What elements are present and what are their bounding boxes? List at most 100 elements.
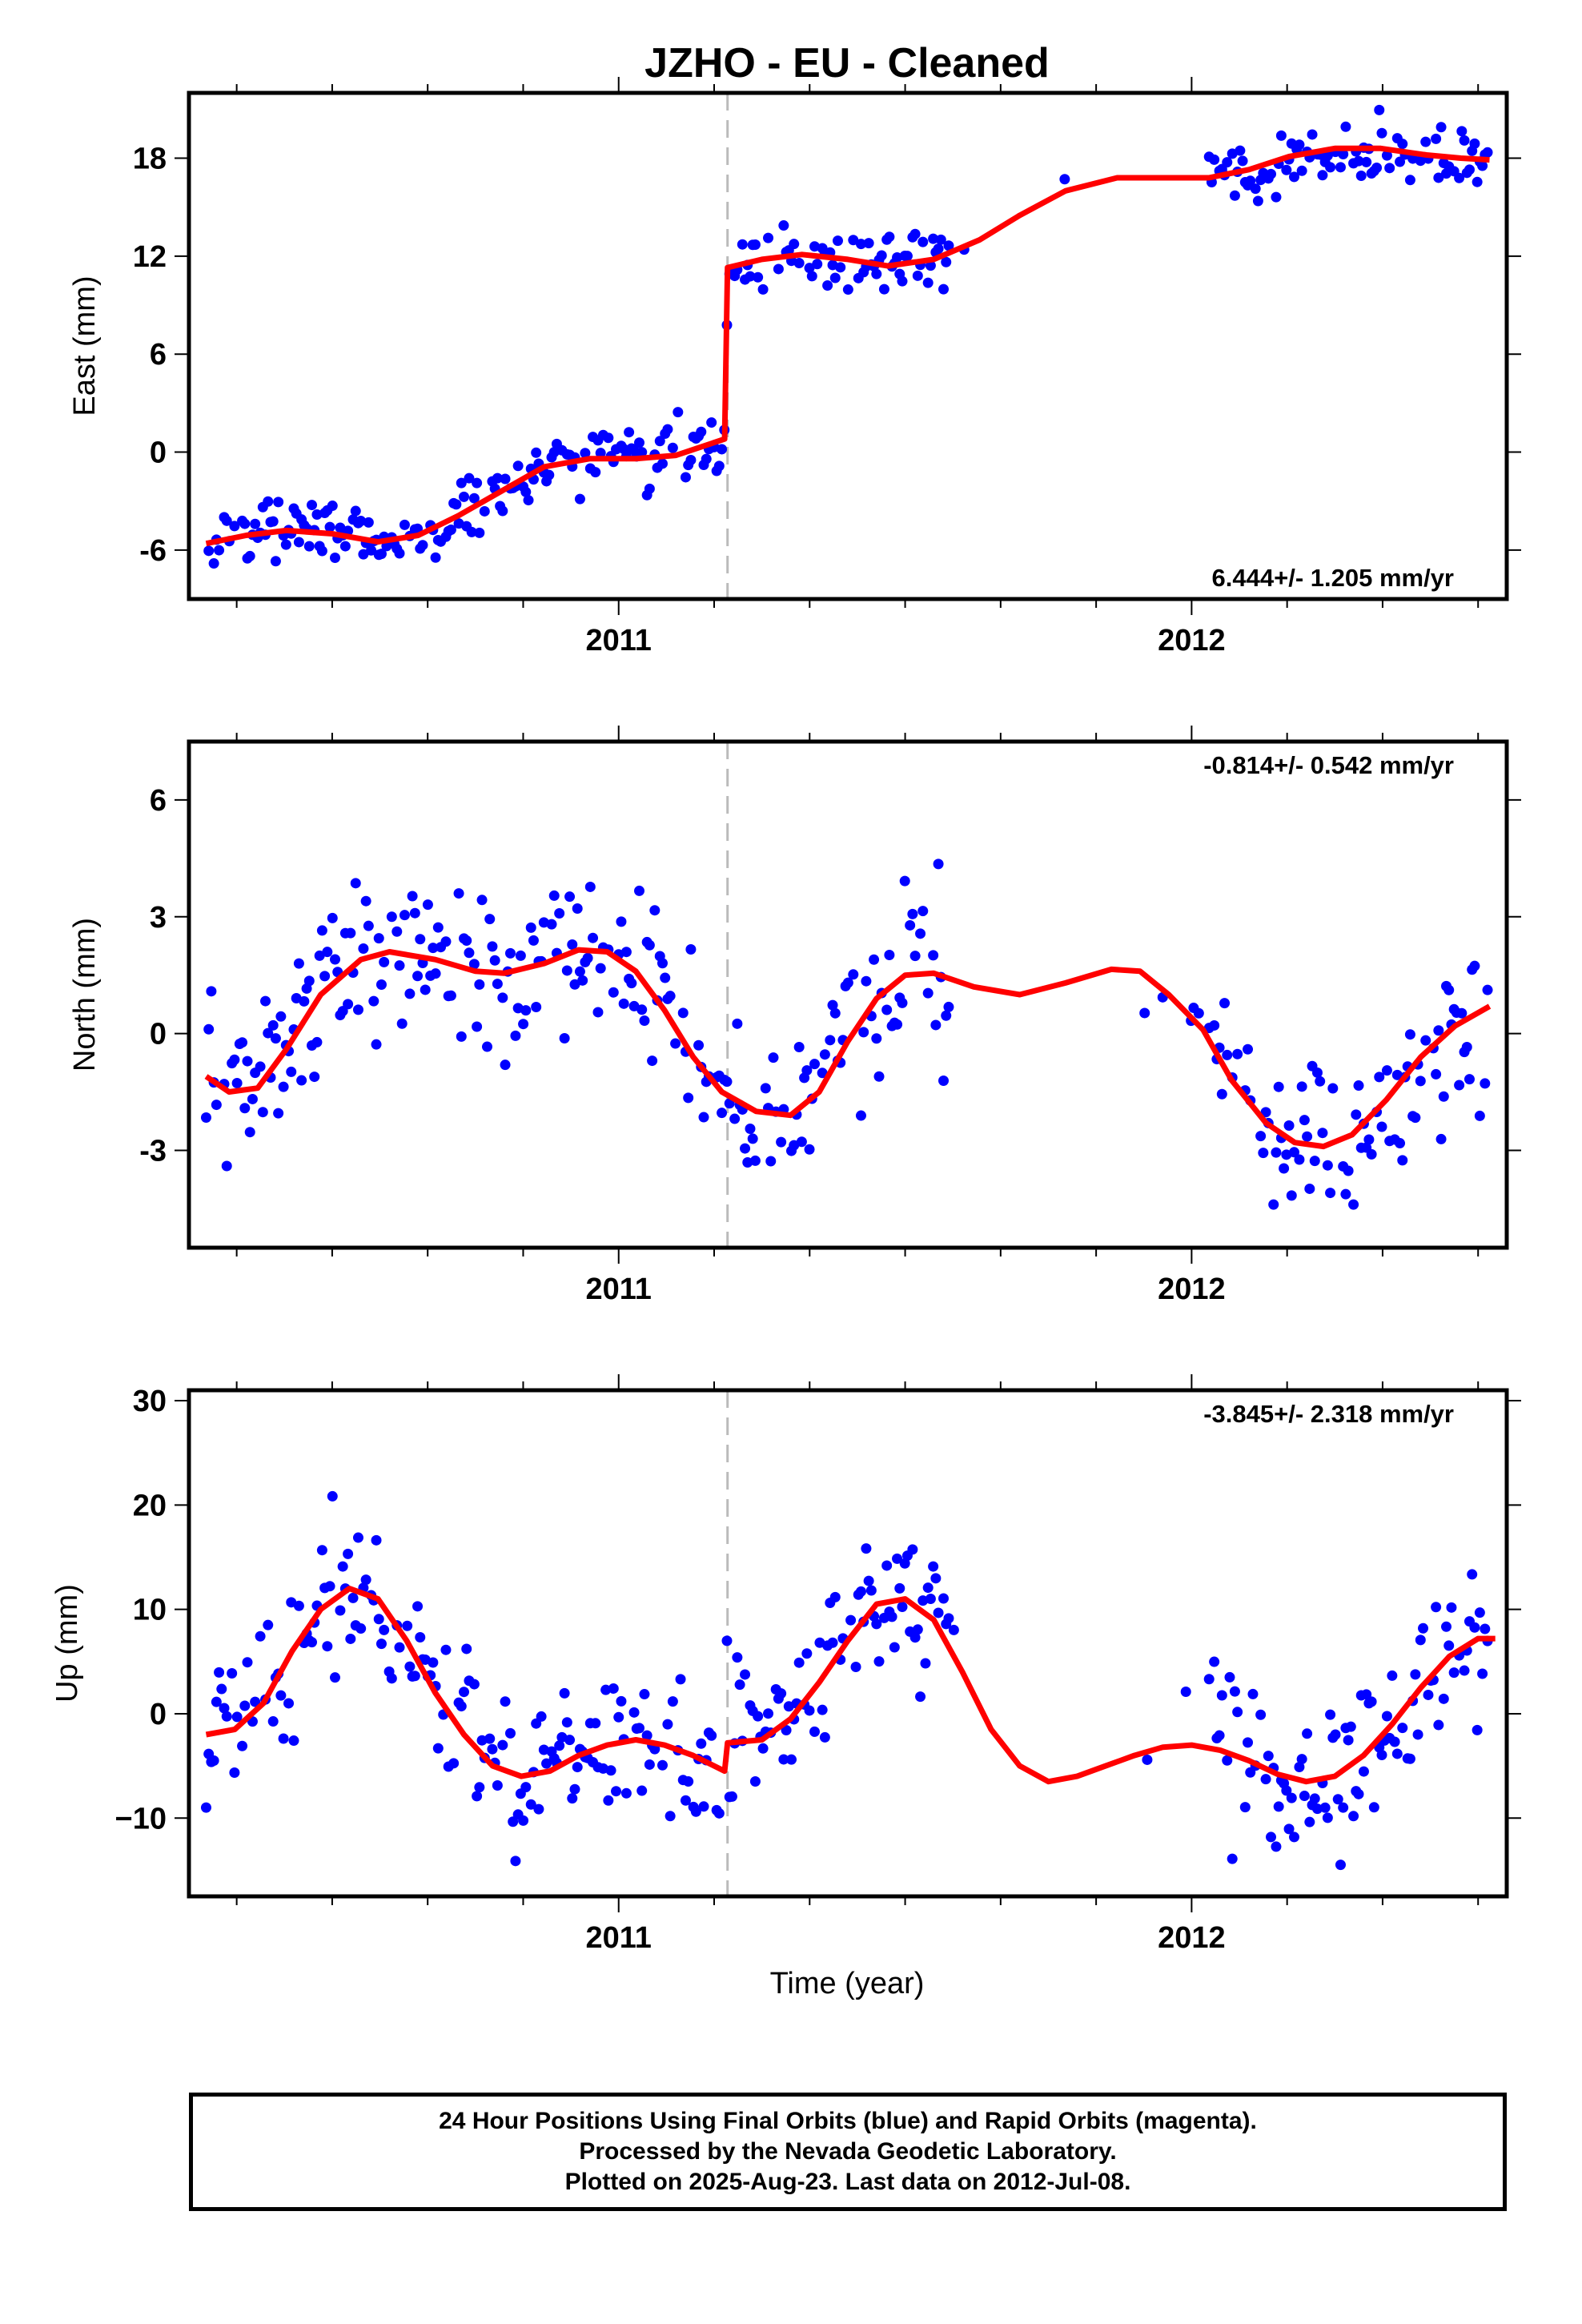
north-data-point (1348, 1199, 1359, 1210)
up-data-point (897, 1601, 908, 1612)
north-data-point (776, 1136, 787, 1148)
north-data-point (793, 1041, 805, 1052)
up-data-point (829, 1591, 841, 1602)
east-data-point (456, 477, 467, 489)
up-data-point (1412, 1729, 1423, 1740)
up-data-point (554, 1740, 565, 1751)
north-data-point (729, 1113, 741, 1124)
up-data-point (404, 1661, 416, 1672)
up-data-point (219, 1703, 230, 1714)
north-data-point (683, 1092, 694, 1104)
north-y-tick-label: -3 (139, 1134, 167, 1168)
up-data-point (817, 1704, 828, 1715)
up-data-point (1459, 1665, 1470, 1676)
up-data-point (776, 1688, 787, 1699)
up-data-point (1294, 1761, 1305, 1772)
up-data-point (1232, 1707, 1243, 1718)
north-data-point (647, 1055, 658, 1067)
up-y-tick-label: 0 (150, 1698, 167, 1731)
up-data-point (865, 1585, 877, 1596)
north-data-point (685, 943, 697, 955)
north-data-point (1343, 1165, 1354, 1176)
up-data-point (845, 1614, 857, 1626)
east-data-point (848, 235, 859, 246)
north-data-point (1311, 1067, 1323, 1078)
north-data-point (1243, 1043, 1254, 1055)
north-data-point (827, 999, 838, 1011)
north-data-point (273, 1108, 284, 1119)
north-data-point (858, 1027, 869, 1038)
east-y-tick-label: 12 (133, 240, 167, 274)
north-data-point (275, 1011, 287, 1022)
up-data-point (337, 1561, 348, 1572)
up-data-point (928, 1561, 939, 1572)
up-data-point (1229, 1686, 1240, 1697)
north-data-point (247, 1093, 258, 1104)
north-data-point (319, 971, 331, 982)
up-data-point (216, 1683, 227, 1695)
north-data-point (1209, 1019, 1220, 1031)
up-data-point (1397, 1723, 1408, 1734)
east-data-point (706, 417, 717, 428)
north-data-point (440, 936, 452, 947)
north-data-point (809, 1059, 820, 1070)
up-data-point (386, 1673, 397, 1684)
up-data-point (804, 1705, 815, 1716)
north-data-point (634, 885, 645, 896)
north-data-point (855, 1110, 866, 1121)
north-data-point (861, 975, 872, 987)
north-data-point (1327, 1083, 1339, 1094)
north-data-point (518, 1019, 529, 1030)
up-data-point (497, 1739, 508, 1751)
up-data-point (448, 1758, 460, 1769)
east-data-point (1404, 175, 1415, 186)
up-data-point (892, 1553, 903, 1564)
east-data-point (1456, 126, 1468, 137)
north-x-tick-label: 2012 (1158, 1273, 1226, 1306)
up-y-tick-label: 20 (133, 1489, 167, 1522)
up-data-point (355, 1623, 367, 1634)
north-data-point (231, 1078, 243, 1089)
up-data-point (1335, 1860, 1346, 1871)
north-data-point (1374, 1072, 1385, 1083)
up-data-point (734, 1679, 745, 1691)
north-data-point (1309, 1156, 1320, 1167)
north-data-point (1193, 1007, 1204, 1019)
east-data-point (935, 234, 946, 245)
up-data-point (572, 1762, 583, 1773)
north-data-point (255, 1061, 266, 1072)
north-y-axis-label: North (mm) (68, 918, 102, 1072)
up-data-point (520, 1782, 532, 1793)
east-data-point (1317, 170, 1328, 181)
east-data-point (366, 545, 377, 556)
north-data-point (1410, 1112, 1421, 1124)
up-data-point (474, 1782, 485, 1793)
north-data-point (905, 919, 916, 931)
east-data-point (244, 550, 255, 561)
up-data-point (484, 1733, 496, 1744)
east-data-point (1275, 130, 1287, 141)
north-data-point (293, 958, 304, 969)
east-x-tick-label: 2011 (586, 624, 652, 657)
east-data-point (685, 454, 697, 465)
up-data-point (1404, 1753, 1415, 1764)
east-data-point (1340, 121, 1351, 132)
north-data-point (574, 966, 585, 977)
north-data-point (873, 1071, 885, 1082)
east-data-point (263, 496, 274, 507)
up-data-point (675, 1674, 686, 1685)
north-data-point (1219, 998, 1231, 1009)
up-data-point (873, 1656, 885, 1667)
north-data-point (1288, 1147, 1299, 1158)
north-data-point (1286, 1190, 1297, 1201)
north-data-point (500, 1059, 511, 1071)
east-data-point (307, 500, 318, 511)
up-data-point (316, 1545, 327, 1556)
north-data-point (941, 1010, 952, 1021)
north-data-point (636, 1004, 648, 1015)
up-data-point (229, 1767, 240, 1778)
north-data-point (842, 977, 853, 988)
north-data-point (915, 928, 926, 939)
east-data-point (1433, 172, 1444, 183)
